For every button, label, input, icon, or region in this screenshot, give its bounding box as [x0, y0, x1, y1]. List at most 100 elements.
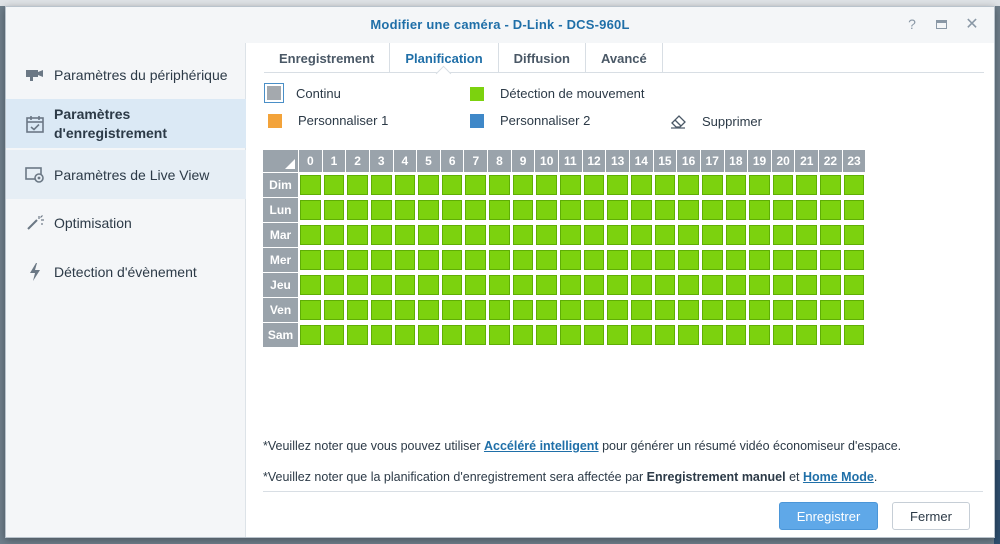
- schedule-cell[interactable]: [463, 272, 488, 297]
- select-all-corner[interactable]: [263, 150, 298, 172]
- schedule-cell[interactable]: [676, 247, 700, 272]
- schedule-cell[interactable]: [841, 272, 866, 297]
- schedule-cell[interactable]: [368, 222, 393, 247]
- schedule-cell[interactable]: [510, 172, 535, 197]
- schedule-cell[interactable]: [345, 222, 369, 247]
- day-header[interactable]: Dim: [263, 172, 298, 197]
- schedule-cell[interactable]: [676, 322, 700, 347]
- hour-header[interactable]: 21: [794, 150, 819, 172]
- schedule-cell[interactable]: [392, 272, 417, 297]
- schedule-cell[interactable]: [770, 247, 795, 272]
- schedule-cell[interactable]: [321, 222, 346, 247]
- close-icon[interactable]: ✕: [965, 16, 979, 33]
- schedule-cell[interactable]: [652, 222, 677, 247]
- schedule-cell[interactable]: [747, 322, 771, 347]
- hour-header[interactable]: 4: [392, 150, 417, 172]
- schedule-cell[interactable]: [392, 322, 417, 347]
- sidebar-item-optimization[interactable]: Optimisation: [6, 201, 246, 245]
- schedule-cell[interactable]: [794, 297, 819, 322]
- tab-recording[interactable]: Enregistrement: [264, 43, 391, 73]
- schedule-cell[interactable]: [818, 322, 842, 347]
- schedule-cell[interactable]: [534, 322, 559, 347]
- schedule-cell[interactable]: [534, 172, 559, 197]
- schedule-cell[interactable]: [652, 197, 677, 222]
- schedule-cell[interactable]: [345, 322, 369, 347]
- schedule-cell[interactable]: [723, 222, 748, 247]
- schedule-cell[interactable]: [628, 247, 653, 272]
- schedule-cell[interactable]: [818, 297, 842, 322]
- schedule-cell[interactable]: [345, 172, 369, 197]
- schedule-cell[interactable]: [368, 172, 393, 197]
- schedule-cell[interactable]: [652, 297, 677, 322]
- schedule-cell[interactable]: [770, 172, 795, 197]
- schedule-cell[interactable]: [794, 247, 819, 272]
- legend-custom-2[interactable]: Personnaliser 2: [470, 113, 590, 128]
- schedule-cell[interactable]: [416, 222, 440, 247]
- schedule-cell[interactable]: [368, 272, 393, 297]
- legend-custom-1[interactable]: Personnaliser 1: [268, 113, 388, 128]
- schedule-cell[interactable]: [439, 247, 464, 272]
- schedule-cell[interactable]: [841, 222, 866, 247]
- schedule-cell[interactable]: [747, 297, 771, 322]
- hour-header[interactable]: 11: [558, 150, 582, 172]
- day-header[interactable]: Mer: [263, 247, 298, 272]
- schedule-cell[interactable]: [534, 272, 559, 297]
- schedule-cell[interactable]: [770, 322, 795, 347]
- schedule-cell[interactable]: [652, 172, 677, 197]
- sidebar-item-recording-settings[interactable]: Paramètres d'enregistrement: [6, 99, 246, 148]
- legend-continuous[interactable]: Continu: [264, 83, 341, 103]
- schedule-cell[interactable]: [510, 272, 535, 297]
- schedule-cell[interactable]: [676, 172, 700, 197]
- schedule-cell[interactable]: [321, 247, 346, 272]
- schedule-cell[interactable]: [510, 222, 535, 247]
- schedule-cell[interactable]: [605, 272, 629, 297]
- schedule-cell[interactable]: [818, 172, 842, 197]
- schedule-cell[interactable]: [794, 272, 819, 297]
- schedule-cell[interactable]: [628, 322, 653, 347]
- schedule-cell[interactable]: [487, 272, 511, 297]
- schedule-cell[interactable]: [345, 247, 369, 272]
- schedule-cell[interactable]: [392, 297, 417, 322]
- schedule-cell[interactable]: [723, 322, 748, 347]
- schedule-cell[interactable]: [487, 172, 511, 197]
- hour-header[interactable]: 14: [628, 150, 653, 172]
- schedule-cell[interactable]: [581, 172, 606, 197]
- schedule-cell[interactable]: [794, 322, 819, 347]
- hour-header[interactable]: 5: [416, 150, 440, 172]
- schedule-cell[interactable]: [699, 172, 724, 197]
- schedule-cell[interactable]: [747, 222, 771, 247]
- schedule-cell[interactable]: [463, 322, 488, 347]
- schedule-cell[interactable]: [392, 197, 417, 222]
- schedule-cell[interactable]: [628, 172, 653, 197]
- schedule-cell[interactable]: [628, 297, 653, 322]
- schedule-cell[interactable]: [558, 247, 582, 272]
- schedule-cell[interactable]: [463, 197, 488, 222]
- schedule-cell[interactable]: [416, 297, 440, 322]
- schedule-cell[interactable]: [652, 322, 677, 347]
- tab-advanced[interactable]: Avancé: [586, 43, 663, 73]
- smart-time-lapse-link[interactable]: Accéléré intelligent: [483, 439, 599, 453]
- schedule-cell[interactable]: [628, 272, 653, 297]
- schedule-cell[interactable]: [818, 222, 842, 247]
- schedule-cell[interactable]: [487, 222, 511, 247]
- schedule-cell[interactable]: [605, 247, 629, 272]
- schedule-cell[interactable]: [699, 197, 724, 222]
- schedule-cell[interactable]: [368, 322, 393, 347]
- hour-header[interactable]: 23: [841, 150, 866, 172]
- hour-header[interactable]: 10: [534, 150, 559, 172]
- schedule-cell[interactable]: [439, 322, 464, 347]
- schedule-cell[interactable]: [747, 197, 771, 222]
- schedule-cell[interactable]: [558, 322, 582, 347]
- hour-header[interactable]: 8: [487, 150, 511, 172]
- schedule-cell[interactable]: [487, 247, 511, 272]
- schedule-cell[interactable]: [534, 247, 559, 272]
- schedule-cell[interactable]: [699, 222, 724, 247]
- schedule-cell[interactable]: [818, 272, 842, 297]
- schedule-cell[interactable]: [534, 297, 559, 322]
- schedule-cell[interactable]: [463, 222, 488, 247]
- schedule-cell[interactable]: [439, 172, 464, 197]
- schedule-cell[interactable]: [392, 172, 417, 197]
- hour-header[interactable]: 16: [676, 150, 700, 172]
- schedule-cell[interactable]: [723, 272, 748, 297]
- schedule-cell[interactable]: [321, 172, 346, 197]
